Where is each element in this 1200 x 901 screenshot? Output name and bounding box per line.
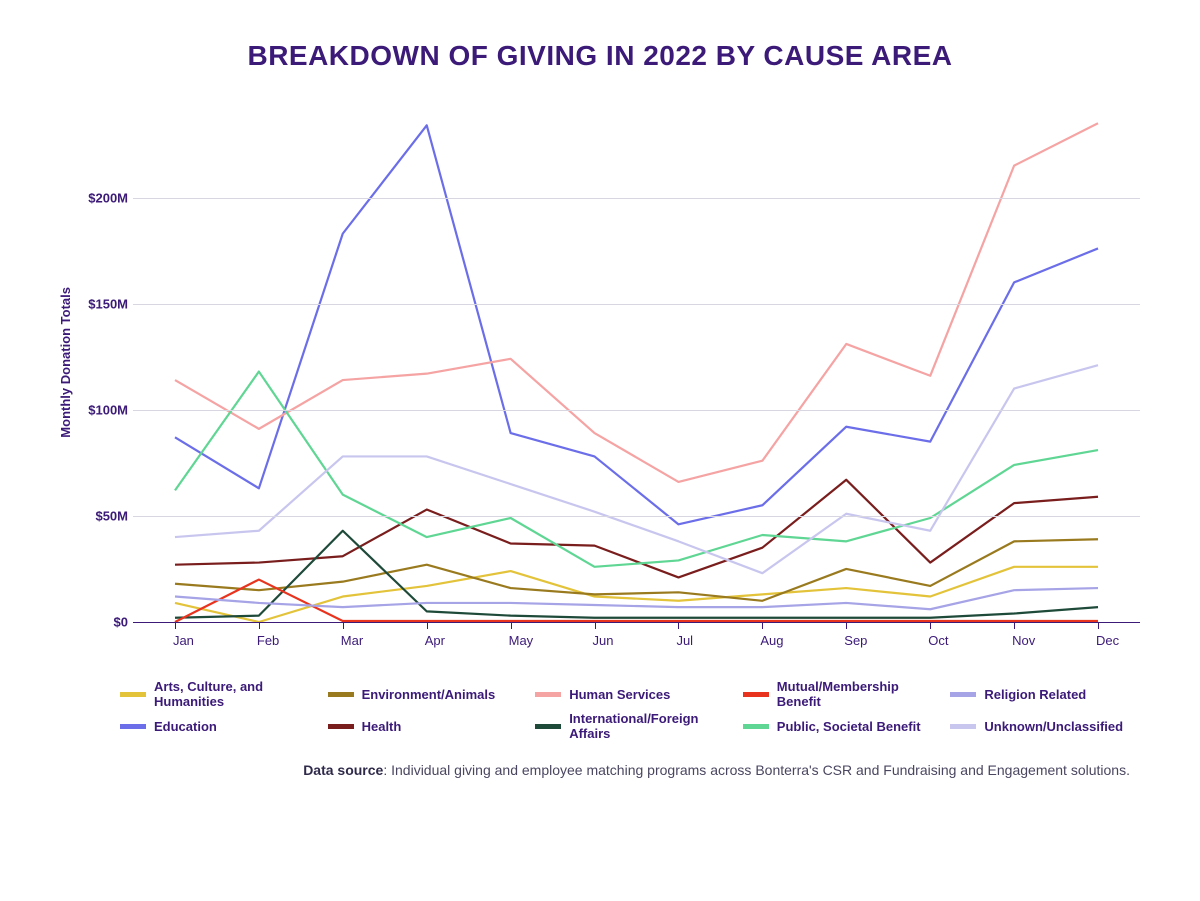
legend-label: Education [154,719,217,734]
x-tick-mark [595,623,596,629]
y-tick-label: $200M [73,190,128,205]
legend-label: Public, Societal Benefit [777,719,921,734]
legend-swatch [328,692,354,697]
x-tick-mark [930,623,931,629]
series-line-human [175,123,1098,482]
legend-label: International/Foreign Affairs [569,711,735,741]
legend-swatch [535,692,561,697]
x-tick-label: Mar [341,633,363,648]
legend-swatch [950,692,976,697]
x-tick-label: Jul [676,633,693,648]
x-tick-label: Apr [425,633,445,648]
chart-container: Monthly Donation Totals $0$50M$100M$150M… [50,102,1150,662]
lines-svg [133,102,1140,622]
legend-label: Environment/Animals [362,687,496,702]
x-tick-label: Sep [844,633,867,648]
x-tick-mark [1014,623,1015,629]
series-line-edu [175,125,1098,524]
legend-swatch [743,692,769,697]
x-tick-mark [511,623,512,629]
legend-swatch [328,724,354,729]
legend-label: Human Services [569,687,670,702]
x-tick-mark [678,623,679,629]
x-tick-mark [427,623,428,629]
legend-swatch [120,724,146,729]
legend-item-unknown: Unknown/Unclassified [950,712,1150,740]
x-tick-mark [175,623,176,629]
footer-text: : Individual giving and employee matchin… [383,762,1130,778]
series-line-public [175,372,1098,567]
x-tick-label: Oct [928,633,948,648]
x-tick-mark [1098,623,1099,629]
legend-label: Mutual/Membership Benefit [777,679,943,709]
y-tick-label: $0 [73,615,128,630]
legend-item-mutual: Mutual/Membership Benefit [743,680,943,708]
x-tick-mark [762,623,763,629]
legend-label: Religion Related [984,687,1086,702]
y-axis-label: Monthly Donation Totals [50,287,73,438]
chart-title: BREAKDOWN OF GIVING IN 2022 BY CAUSE ARE… [50,40,1150,72]
gridline [133,198,1140,199]
x-axis: Jan Feb Mar Apr May Jun Jul Aug Sep Oct Nov Dec [133,622,1140,662]
plot-region: $0$50M$100M$150M$200M [133,102,1140,622]
legend-item-arts: Arts, Culture, and Humanities [120,680,320,708]
series-line-env [175,539,1098,601]
legend-label: Health [362,719,402,734]
legend-item-human: Human Services [535,680,735,708]
x-tick-label: Dec [1096,633,1119,648]
x-tick-label: May [509,633,534,648]
x-tick-mark [259,623,260,629]
legend-swatch [743,724,769,729]
legend-swatch [950,724,976,729]
gridline [133,516,1140,517]
y-tick-label: $150M [73,296,128,311]
legend-item-religion: Religion Related [950,680,1150,708]
legend-label: Unknown/Unclassified [984,719,1123,734]
legend-item-intl: International/Foreign Affairs [535,712,735,740]
legend: Arts, Culture, and Humanities Environment… [120,680,1150,740]
x-tick-mark [846,623,847,629]
legend-swatch [120,692,146,697]
legend-swatch [535,724,561,729]
legend-item-public: Public, Societal Benefit [743,712,943,740]
legend-item-edu: Education [120,712,320,740]
x-tick-label: Jun [593,633,614,648]
legend-label: Arts, Culture, and Humanities [154,679,320,709]
data-source-footer: Data source: Individual giving and emplo… [50,760,1150,781]
x-tick-label: Aug [760,633,783,648]
legend-item-health: Health [328,712,528,740]
footer-label: Data source [303,762,383,778]
x-tick-label: Feb [257,633,279,648]
y-tick-label: $50M [73,508,128,523]
x-tick-mark [343,623,344,629]
x-tick-label: Jan [173,633,194,648]
chart-area: $0$50M$100M$150M$200M JanFebMarAprMayJun… [73,102,1150,662]
x-tick-label: Nov [1012,633,1035,648]
gridline [133,304,1140,305]
y-tick-label: $100M [73,402,128,417]
gridline [133,410,1140,411]
legend-item-env: Environment/Animals [328,680,528,708]
